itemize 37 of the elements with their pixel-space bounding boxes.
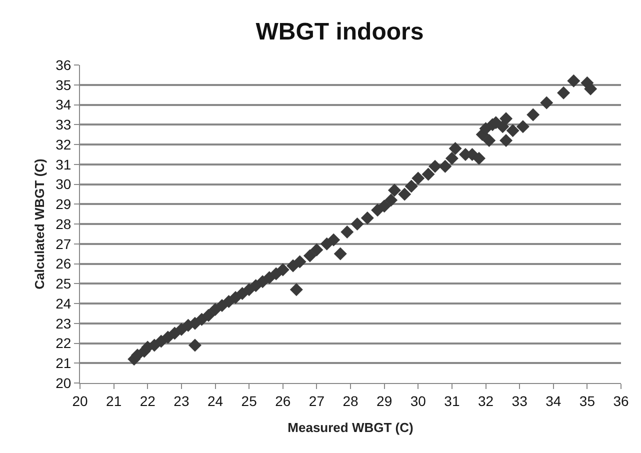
y-tick-label: 21	[56, 355, 72, 372]
x-tick-label: 20	[72, 392, 88, 409]
y-axis-title: Calculated WBGT (C)	[32, 158, 47, 290]
y-tick-label: 36	[56, 56, 72, 73]
x-tick-label: 27	[308, 392, 325, 409]
y-tick-label: 24	[56, 295, 72, 312]
x-tick-label: 30	[410, 392, 426, 409]
x-tick-label: 24	[207, 392, 224, 409]
x-tick-label: 33	[512, 392, 528, 409]
y-tick-label: 29	[56, 196, 72, 212]
chart-title: WBGT indoors	[256, 18, 424, 46]
y-tick-label: 30	[56, 176, 72, 192]
x-tick-label: 32	[478, 392, 494, 409]
x-tick-label: 31	[444, 392, 460, 409]
x-tick-label: 29	[376, 392, 392, 409]
x-tick-label: 28	[342, 392, 358, 409]
y-tick-label: 23	[56, 315, 72, 332]
x-axis-title: Measured WBGT (C)	[288, 420, 414, 435]
y-tick-label: 31	[56, 156, 72, 172]
y-tick-label: 20	[56, 374, 72, 391]
x-tick-label: 26	[275, 392, 291, 409]
y-tick-label: 33	[56, 116, 72, 133]
x-tick-label: 21	[106, 392, 122, 409]
y-tick-label: 35	[56, 76, 72, 93]
y-tick-label: 22	[56, 335, 72, 352]
x-tick-label: 34	[546, 392, 562, 409]
x-tick-label: 23	[174, 392, 190, 409]
x-tick-label: 35	[579, 392, 596, 409]
y-tick-label: 26	[56, 256, 72, 272]
x-tick-label: 25	[241, 392, 258, 409]
x-tick-label: 36	[613, 392, 629, 409]
y-tick-label: 34	[56, 96, 72, 113]
y-tick-label: 25	[56, 276, 72, 292]
y-tick-label: 28	[56, 216, 72, 232]
x-tick-label: 22	[140, 392, 156, 409]
y-tick-label: 32	[56, 136, 72, 152]
y-tick-label: 27	[56, 236, 72, 252]
